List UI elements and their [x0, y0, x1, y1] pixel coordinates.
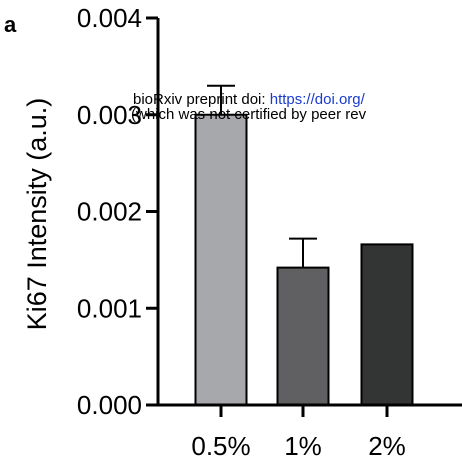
y-axis-title: Ki67 Intensity (a.u.): [22, 98, 52, 331]
y-tick-label: 0.001: [77, 293, 142, 323]
bar-0.5%: [194, 113, 248, 406]
bar-1%: [276, 266, 330, 406]
y-tick-label: 0.003: [77, 100, 142, 130]
bars: [194, 113, 414, 406]
banner-line-1: bioRxiv preprint doi: https://doi.org/: [133, 91, 366, 108]
x-tick-label: 0.5%: [191, 431, 250, 461]
error-bars: [207, 84, 317, 268]
x-tick-label: 1%: [284, 431, 322, 461]
y-tick-label: 0.002: [77, 197, 142, 227]
banner-line-2: (which was not certified by peer rev: [131, 106, 367, 123]
banner-prefix: bioRxiv preprint doi:: [133, 91, 270, 108]
x-tick-label: 2%: [368, 431, 406, 461]
preprint-banner: bioRxiv preprint doi: https://doi.org/ (…: [131, 91, 367, 123]
bar-2%: [360, 243, 414, 406]
y-tick-label: 0.000: [77, 390, 142, 420]
panel-letter: a: [4, 12, 17, 37]
y-axis-ticks: 0.000 0.001 0.002 0.003 0.004: [77, 3, 158, 420]
x-axis-labels: 0.5% 1% 2%: [191, 405, 406, 461]
banner-doi-link[interactable]: https://doi.org/: [270, 91, 366, 108]
y-tick-label: 0.004: [77, 3, 142, 33]
